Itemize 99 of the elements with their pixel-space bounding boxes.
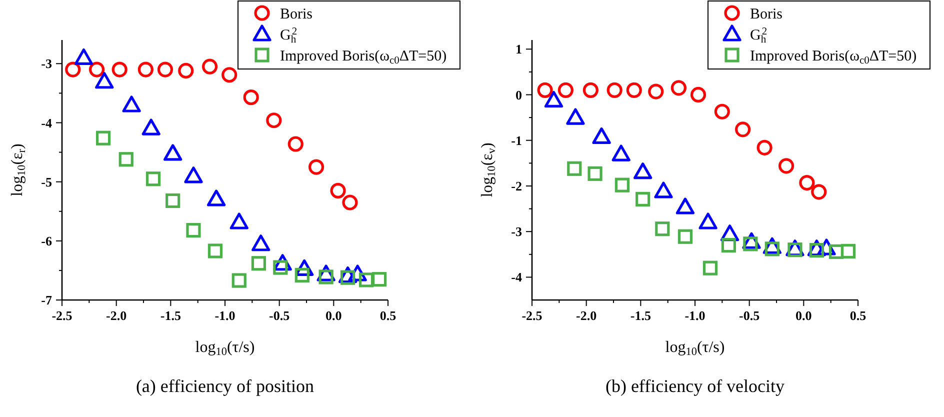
point <box>676 198 695 214</box>
y-tick-label: -7 <box>41 292 52 308</box>
x-tick-label: -0.5 <box>269 308 290 323</box>
x-tick-label: -2.5 <box>522 308 543 323</box>
point <box>202 58 218 74</box>
point <box>655 222 670 236</box>
text: (b) efficiency of velocity <box>605 376 785 396</box>
point <box>588 166 602 181</box>
point <box>146 172 161 186</box>
legend-label: Improved Boris(ω$_{c0}$ΔT=50) <box>280 48 447 66</box>
point <box>222 67 238 83</box>
x-axis-title: log$_{10}$(τ/s) <box>195 339 255 358</box>
point <box>828 244 844 259</box>
point <box>690 86 706 103</box>
y-tick-label: -5 <box>41 174 52 190</box>
legend-label: Boris <box>280 6 313 22</box>
point <box>702 260 718 276</box>
point <box>157 62 174 78</box>
point <box>138 62 154 78</box>
point <box>294 268 310 282</box>
legend-label: Improved Boris(ω$_{c0}$ΔT=50) <box>750 48 917 66</box>
point <box>582 82 598 98</box>
point <box>74 48 94 66</box>
point <box>243 90 259 106</box>
point <box>606 82 622 98</box>
y-tick-label: -4 <box>41 115 52 130</box>
point <box>186 222 201 238</box>
point <box>756 140 772 156</box>
point <box>266 112 282 128</box>
point <box>342 194 358 210</box>
point <box>840 244 856 258</box>
point <box>648 84 664 100</box>
x-tick-label: -1.0 <box>214 308 236 323</box>
x-tick-label: 0.5 <box>380 308 397 323</box>
point <box>232 273 246 288</box>
point <box>178 62 194 79</box>
point <box>330 182 346 198</box>
x-tick-label: -2.5 <box>52 308 73 323</box>
x-tick-label: 0.0 <box>796 308 812 323</box>
point <box>567 161 582 176</box>
point <box>184 166 203 184</box>
point <box>544 90 564 108</box>
x-tick-label: -1.5 <box>160 308 182 323</box>
point <box>96 130 111 146</box>
point <box>714 104 730 120</box>
y-tick-label: -6 <box>41 233 52 248</box>
legend-label: Boris <box>750 6 783 22</box>
y-tick-label: 1 <box>516 42 522 57</box>
point <box>230 212 248 230</box>
y-tick-label: -3 <box>41 56 52 72</box>
point <box>88 62 105 78</box>
point <box>358 272 374 288</box>
y-tick-label: -2 <box>511 178 522 194</box>
x-tick-label: 0.0 <box>326 308 342 323</box>
point <box>372 272 387 287</box>
point <box>614 178 630 192</box>
point <box>721 238 736 253</box>
y-tick-label: -4 <box>511 270 522 285</box>
point <box>112 62 128 78</box>
point <box>65 62 81 78</box>
y-tick-label: 0 <box>516 87 522 102</box>
point <box>118 152 134 167</box>
x-tick-label: 0.5 <box>850 308 867 323</box>
point <box>142 118 160 136</box>
point <box>698 212 718 230</box>
point <box>208 244 223 258</box>
point <box>288 136 304 152</box>
point <box>799 174 815 191</box>
point <box>164 144 182 161</box>
point <box>654 182 673 198</box>
point <box>592 127 611 144</box>
x-tick-label: -1.0 <box>684 308 706 323</box>
x-tick-label: -0.5 <box>739 308 760 323</box>
point <box>636 192 650 206</box>
point <box>670 80 686 96</box>
point <box>811 184 827 200</box>
x-tick-label: -1.5 <box>630 308 652 323</box>
point <box>778 158 794 174</box>
y-tick-label: -3 <box>511 224 522 240</box>
point <box>95 72 114 89</box>
point <box>678 229 693 244</box>
point <box>612 144 630 162</box>
point <box>626 82 642 98</box>
y-tick-label: -1 <box>511 132 522 148</box>
x-tick-label: -2.0 <box>106 308 127 323</box>
text: (a) efficiency of position <box>136 376 314 396</box>
point <box>735 122 751 138</box>
point <box>251 256 266 271</box>
x-tick-label: -2.0 <box>576 308 597 323</box>
point <box>308 159 324 175</box>
point <box>537 82 553 98</box>
point <box>566 108 585 125</box>
point <box>634 162 652 180</box>
point <box>207 190 226 206</box>
x-axis-title: log$_{10}$(τ/s) <box>665 339 725 358</box>
point <box>558 82 574 98</box>
point <box>122 96 141 112</box>
point <box>252 234 270 252</box>
point <box>166 193 180 208</box>
